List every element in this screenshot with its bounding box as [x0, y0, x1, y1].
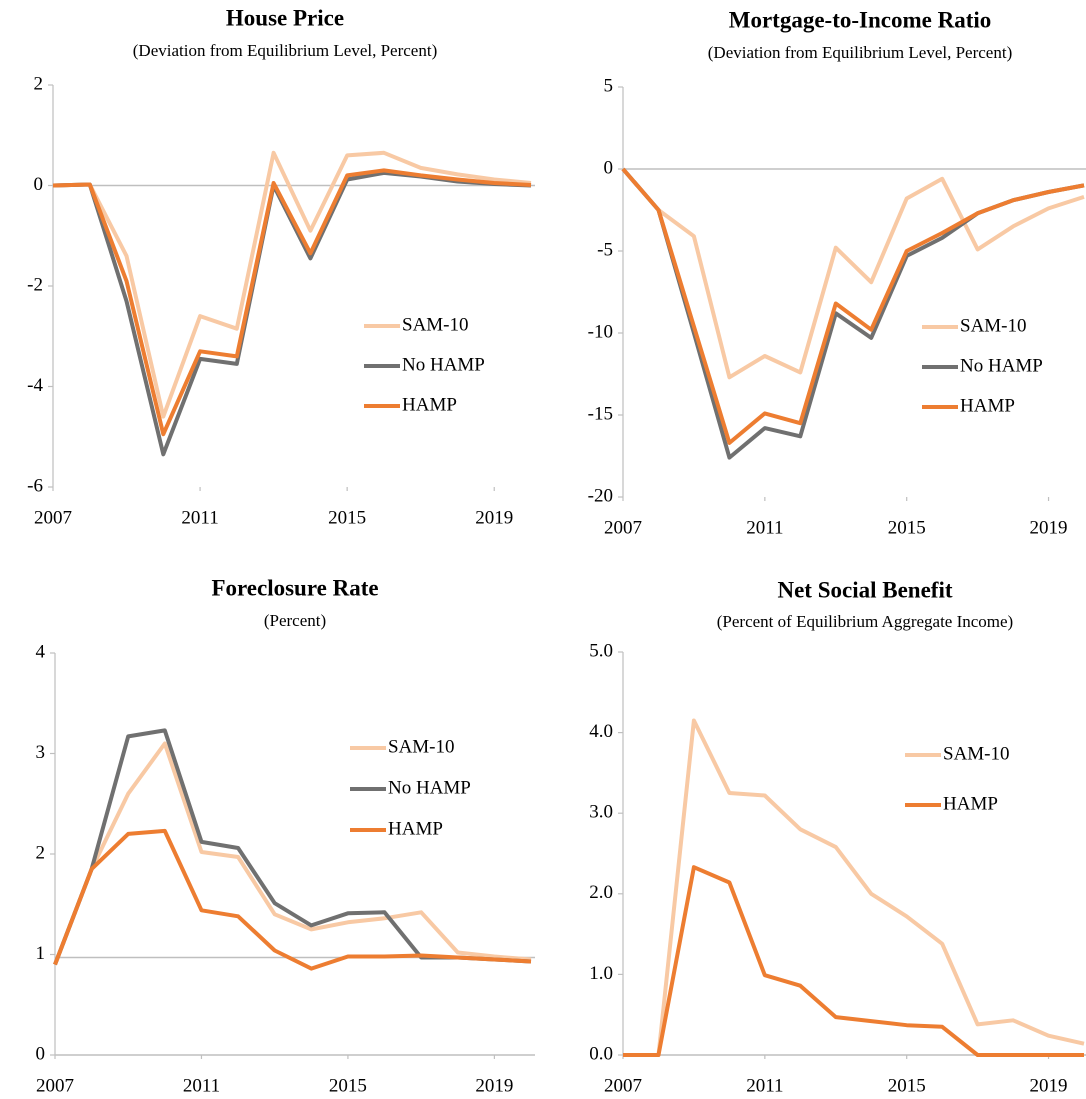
legend-label: SAM-10: [943, 743, 1010, 764]
legend-label: No HAMP: [388, 777, 471, 798]
y-tick-label: 3: [36, 742, 46, 763]
legend-label: SAM-10: [402, 314, 469, 335]
x-tick-label: 2011: [746, 1075, 783, 1096]
x-tick-label: 2019: [1030, 1075, 1068, 1096]
legend-label: No HAMP: [960, 355, 1043, 376]
legend-label: HAMP: [402, 394, 457, 415]
chart-subtitle: (Percent of Equilibrium Aggregate Income…: [717, 612, 1013, 631]
y-tick-label: 2.0: [589, 882, 613, 903]
y-tick-label: -6: [27, 475, 43, 496]
y-tick-label: 5.0: [589, 640, 613, 661]
y-tick-label: 0: [604, 157, 614, 178]
y-tick-label: 2: [34, 73, 44, 94]
x-tick-label: 2019: [1030, 517, 1068, 538]
series-line: [53, 828, 532, 971]
y-tick-label: -20: [588, 485, 613, 506]
y-tick-label: -15: [588, 403, 613, 424]
y-tick-label: -10: [588, 321, 613, 342]
series-line: [52, 150, 532, 419]
x-tick-label: 2007: [604, 517, 642, 538]
x-tick-label: 2015: [329, 1075, 367, 1096]
y-tick-label: 0: [36, 1043, 46, 1064]
y-tick-label: -4: [27, 375, 43, 396]
series-line: [621, 167, 1085, 445]
y-tick-label: 0: [34, 174, 44, 195]
x-tick-label: 2011: [181, 507, 218, 528]
legend-label: SAM-10: [388, 736, 455, 757]
legend-label: SAM-10: [960, 315, 1027, 336]
x-tick-label: 2019: [475, 507, 513, 528]
y-tick-label: 0.0: [589, 1043, 613, 1064]
y-tick-label: 1.0: [589, 963, 613, 984]
series-line: [621, 167, 1085, 380]
legend-label: HAMP: [388, 818, 443, 839]
x-tick-label: 2007: [604, 1075, 642, 1096]
x-tick-label: 2011: [183, 1075, 220, 1096]
chart-title: House Price: [226, 5, 344, 30]
y-tick-label: 1: [36, 943, 46, 964]
chart-title: Foreclosure Rate: [211, 575, 378, 600]
chart-subtitle: (Deviation from Equilibrium Level, Perce…: [133, 41, 438, 60]
y-tick-label: 2: [36, 842, 46, 863]
chart-subtitle: (Deviation from Equilibrium Level, Perce…: [708, 43, 1013, 62]
chart-title: Net Social Benefit: [777, 577, 952, 602]
x-tick-label: 2015: [328, 507, 366, 528]
y-tick-label: 5: [604, 75, 614, 96]
series-line: [623, 865, 1084, 1057]
series-line: [53, 741, 532, 966]
y-tick-label: 3.0: [589, 802, 613, 823]
chart-title: Mortgage-to-Income Ratio: [729, 7, 992, 32]
y-tick-label: 4.0: [589, 721, 613, 742]
chart-subtitle: (Percent): [264, 611, 326, 630]
x-tick-label: 2019: [475, 1075, 513, 1096]
legend-label: No HAMP: [402, 354, 485, 375]
y-tick-label: -5: [597, 239, 613, 260]
x-tick-label: 2015: [888, 517, 926, 538]
x-tick-label: 2015: [888, 1075, 926, 1096]
series-line: [53, 728, 532, 966]
x-tick-label: 2007: [36, 1075, 74, 1096]
y-tick-label: 4: [36, 641, 46, 662]
y-tick-label: -2: [27, 274, 43, 295]
legend-label: HAMP: [943, 793, 998, 814]
x-tick-label: 2011: [746, 517, 783, 538]
series-line: [623, 718, 1085, 1057]
series-line: [52, 168, 532, 437]
legend-label: HAMP: [960, 395, 1015, 416]
x-tick-label: 2007: [34, 507, 72, 528]
